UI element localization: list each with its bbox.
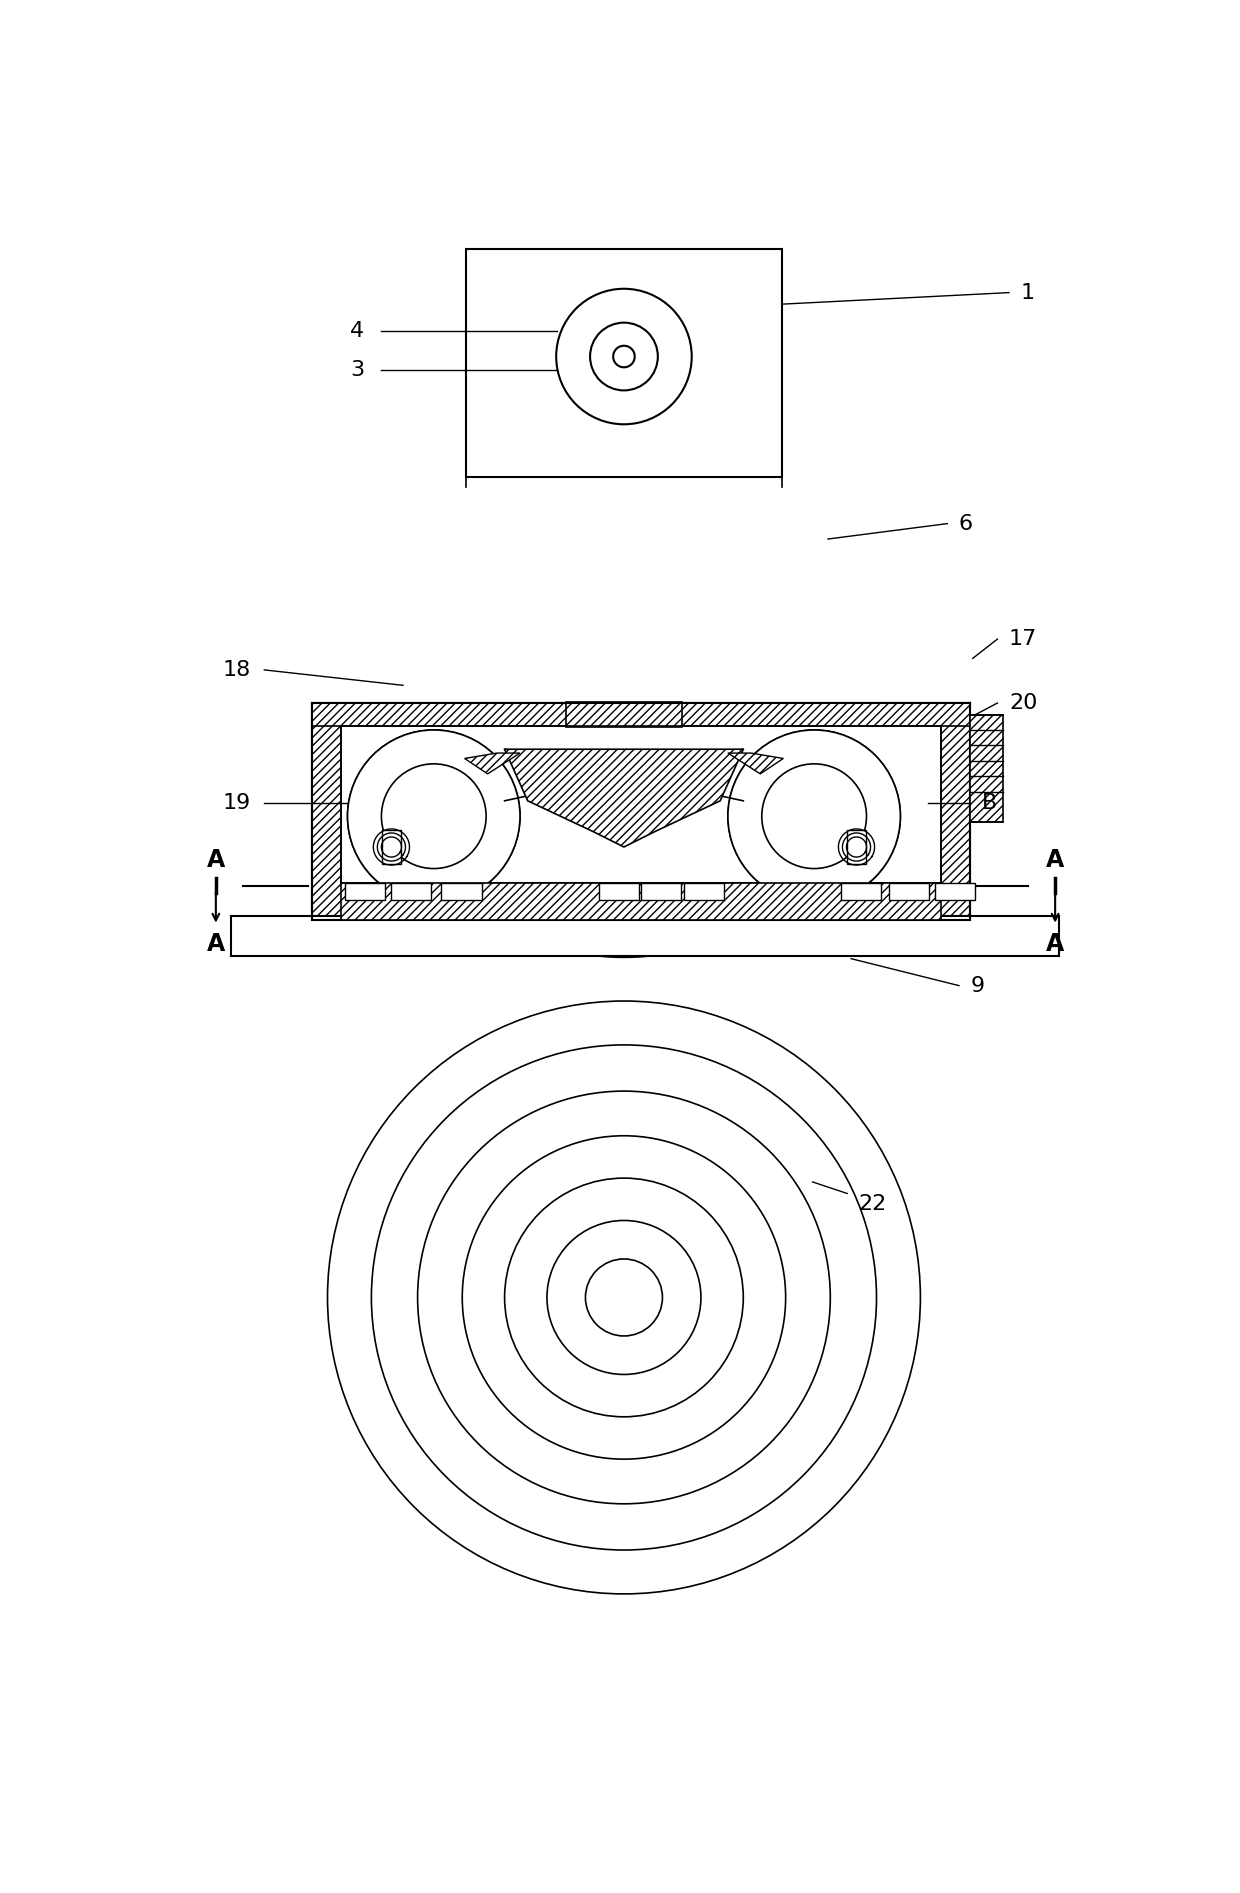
Bar bbox=[392, 884, 432, 901]
Bar bbox=[599, 884, 639, 901]
Bar bbox=[935, 884, 975, 901]
Bar bbox=[312, 702, 971, 920]
Text: A: A bbox=[207, 848, 224, 871]
Text: 19: 19 bbox=[222, 793, 250, 814]
Circle shape bbox=[382, 765, 486, 869]
Text: 3: 3 bbox=[351, 360, 365, 380]
Circle shape bbox=[613, 346, 635, 367]
Text: 17: 17 bbox=[1009, 628, 1037, 649]
Bar bbox=[641, 884, 681, 901]
Bar bbox=[847, 829, 866, 863]
Bar bbox=[312, 702, 971, 727]
Polygon shape bbox=[505, 750, 743, 846]
Text: 18: 18 bbox=[222, 661, 250, 680]
Circle shape bbox=[590, 322, 658, 390]
Circle shape bbox=[728, 731, 900, 903]
Text: 4: 4 bbox=[351, 322, 365, 341]
Bar bbox=[683, 884, 724, 901]
Bar bbox=[466, 248, 781, 477]
Text: 20: 20 bbox=[1009, 693, 1038, 714]
Text: 9: 9 bbox=[971, 975, 985, 996]
Polygon shape bbox=[728, 753, 784, 774]
Polygon shape bbox=[370, 702, 878, 958]
Circle shape bbox=[728, 731, 900, 903]
Bar bbox=[567, 702, 682, 727]
Text: A: A bbox=[1047, 931, 1064, 956]
Bar bbox=[889, 884, 929, 901]
Circle shape bbox=[347, 731, 520, 903]
Circle shape bbox=[761, 765, 867, 869]
Text: 6: 6 bbox=[959, 513, 973, 534]
Text: B: B bbox=[982, 793, 997, 814]
Circle shape bbox=[557, 290, 692, 424]
Circle shape bbox=[347, 731, 520, 903]
Text: 1: 1 bbox=[1021, 282, 1034, 303]
Text: 22: 22 bbox=[859, 1193, 887, 1213]
Bar bbox=[231, 916, 1059, 956]
Bar bbox=[382, 829, 401, 863]
Text: A: A bbox=[207, 931, 224, 956]
Text: A: A bbox=[1047, 848, 1064, 871]
Bar bbox=[341, 884, 941, 920]
Bar bbox=[345, 884, 386, 901]
Bar bbox=[971, 714, 1003, 822]
Bar bbox=[341, 727, 941, 884]
Bar bbox=[441, 884, 481, 901]
Polygon shape bbox=[465, 753, 520, 774]
Bar bbox=[841, 884, 882, 901]
